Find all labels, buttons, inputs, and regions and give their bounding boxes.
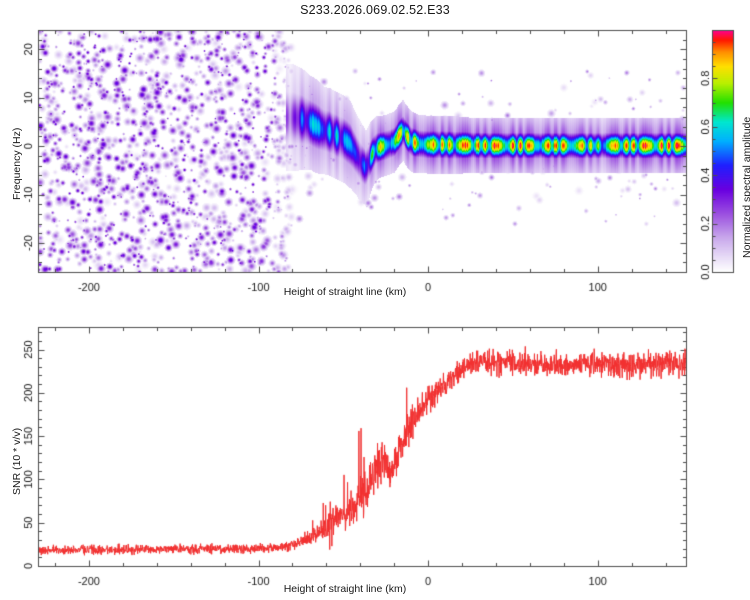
colorbar-axis-label: Normalized spectral amplitude (741, 116, 750, 258)
snr-x-axis-label: Height of straight line (km) (283, 583, 407, 595)
spectrogram-y-axis-label: Frequency (Hz) (11, 127, 23, 200)
snr-y-axis-label: SNR (10 * v/v) (11, 427, 23, 495)
spectrogram-x-axis-label: Height of straight line (km) (283, 286, 407, 298)
figure-title: S233.2026.069.02.52.E33 (300, 3, 450, 17)
